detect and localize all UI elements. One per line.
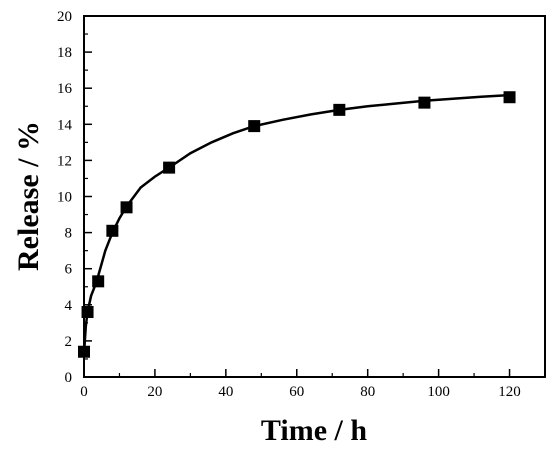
y-tick-label: 6: [65, 262, 73, 278]
data-point: [92, 275, 105, 288]
y-tick-label: 8: [65, 226, 73, 242]
x-tick-label: 80: [360, 384, 375, 400]
x-tick-label: 20: [147, 384, 162, 400]
x-axis-title: Time / h: [261, 414, 367, 447]
x-tick-label: 0: [80, 384, 88, 400]
y-tick-label: 10: [57, 190, 72, 206]
y-tick-label: 12: [57, 153, 72, 169]
data-point: [78, 345, 90, 358]
x-tick-label: 60: [289, 384, 304, 400]
plot-frame: [83, 15, 546, 378]
x-axis: 0 20 40 60 80 100 120: [80, 369, 521, 400]
fit-curve: [82, 93, 510, 354]
data-point: [503, 91, 516, 104]
data-point: [106, 224, 119, 237]
data-point: [418, 96, 431, 109]
y-tick-label: 4: [65, 298, 73, 314]
x-tick-label: 100: [427, 384, 450, 400]
y-axis-title: Release / %: [12, 121, 45, 271]
y-tick-label: 0: [65, 370, 73, 386]
y-axis: 0 2 4 6 8 10 12 14 16 18 20: [57, 9, 92, 386]
y-tick-label: 2: [65, 334, 73, 350]
y-tick-label: 20: [57, 9, 72, 25]
y-tick-label: 16: [57, 81, 73, 97]
x-tick-label: 120: [498, 384, 521, 400]
data-point: [248, 120, 261, 133]
data-point: [163, 161, 176, 174]
data-point: [333, 103, 346, 116]
x-tick-label: 40: [218, 384, 233, 400]
data-point: [81, 306, 94, 319]
data-points: [78, 91, 516, 358]
y-tick-label: 14: [57, 117, 73, 133]
y-tick-label: 18: [57, 45, 72, 61]
data-point: [120, 201, 133, 214]
